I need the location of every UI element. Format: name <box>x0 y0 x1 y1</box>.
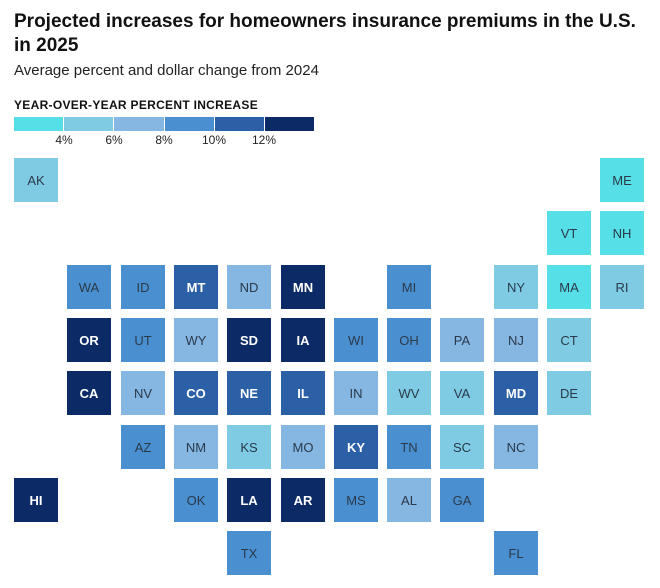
state-tile-mi[interactable]: MI <box>387 265 431 309</box>
state-tile-fl[interactable]: FL <box>494 531 538 575</box>
state-tile-wi[interactable]: WI <box>334 318 378 362</box>
state-tile-nh[interactable]: NH <box>600 211 644 255</box>
state-tile-tx[interactable]: TX <box>227 531 271 575</box>
legend-tick-label: 4% <box>55 133 73 147</box>
state-tile-ne[interactable]: NE <box>227 371 271 415</box>
legend-tick-label: 6% <box>105 133 123 147</box>
state-tile-mo[interactable]: MO <box>281 425 325 469</box>
state-tile-il[interactable]: IL <box>281 371 325 415</box>
state-tile-nd[interactable]: ND <box>227 265 271 309</box>
state-tile-ca[interactable]: CA <box>67 371 111 415</box>
state-tile-ri[interactable]: RI <box>600 265 644 309</box>
state-tile-ms[interactable]: MS <box>334 478 378 522</box>
chart-subtitle: Average percent and dollar change from 2… <box>14 62 319 79</box>
state-tile-nm[interactable]: NM <box>174 425 218 469</box>
state-tile-la[interactable]: LA <box>227 478 271 522</box>
state-tile-az[interactable]: AZ <box>121 425 165 469</box>
state-tile-id[interactable]: ID <box>121 265 165 309</box>
state-tile-wv[interactable]: WV <box>387 371 431 415</box>
legend-swatch <box>114 117 165 131</box>
state-tile-in[interactable]: IN <box>334 371 378 415</box>
state-tile-wy[interactable]: WY <box>174 318 218 362</box>
legend-swatch <box>264 117 315 131</box>
legend-swatch <box>14 117 65 131</box>
state-tile-de[interactable]: DE <box>547 371 591 415</box>
state-tile-hi[interactable]: HI <box>14 478 58 522</box>
legend-swatch <box>214 117 265 131</box>
state-tile-vt[interactable]: VT <box>547 211 591 255</box>
state-tile-ok[interactable]: OK <box>174 478 218 522</box>
state-tile-ut[interactable]: UT <box>121 318 165 362</box>
state-tile-oh[interactable]: OH <box>387 318 431 362</box>
state-tile-sc[interactable]: SC <box>440 425 484 469</box>
legend-color-scale <box>14 117 315 131</box>
state-tile-nv[interactable]: NV <box>121 371 165 415</box>
state-tile-mt[interactable]: MT <box>174 265 218 309</box>
state-tile-ma[interactable]: MA <box>547 265 591 309</box>
legend-title: YEAR-OVER-YEAR PERCENT INCREASE <box>14 98 258 112</box>
state-tile-va[interactable]: VA <box>440 371 484 415</box>
legend-swatch <box>164 117 215 131</box>
legend-tick-label: 8% <box>155 133 173 147</box>
state-tile-ga[interactable]: GA <box>440 478 484 522</box>
state-tile-co[interactable]: CO <box>174 371 218 415</box>
legend-tick-label: 10% <box>201 133 227 147</box>
state-tile-md[interactable]: MD <box>494 371 538 415</box>
state-tile-ct[interactable]: CT <box>547 318 591 362</box>
state-tile-sd[interactable]: SD <box>227 318 271 362</box>
state-tile-ar[interactable]: AR <box>281 478 325 522</box>
state-tile-mn[interactable]: MN <box>281 265 325 309</box>
state-tile-ak[interactable]: AK <box>14 158 58 202</box>
state-tile-ia[interactable]: IA <box>281 318 325 362</box>
legend-swatch <box>64 117 115 131</box>
state-tile-pa[interactable]: PA <box>440 318 484 362</box>
state-tile-or[interactable]: OR <box>67 318 111 362</box>
state-tile-wa[interactable]: WA <box>67 265 111 309</box>
state-tile-nj[interactable]: NJ <box>494 318 538 362</box>
state-tile-ny[interactable]: NY <box>494 265 538 309</box>
state-tile-al[interactable]: AL <box>387 478 431 522</box>
state-tile-tn[interactable]: TN <box>387 425 431 469</box>
state-tile-nc[interactable]: NC <box>494 425 538 469</box>
chart-title: Projected increases for homeowners insur… <box>14 11 636 56</box>
state-tile-ky[interactable]: KY <box>334 425 378 469</box>
state-tile-ks[interactable]: KS <box>227 425 271 469</box>
legend-tick-label: 12% <box>251 133 277 147</box>
state-tile-me[interactable]: ME <box>600 158 644 202</box>
